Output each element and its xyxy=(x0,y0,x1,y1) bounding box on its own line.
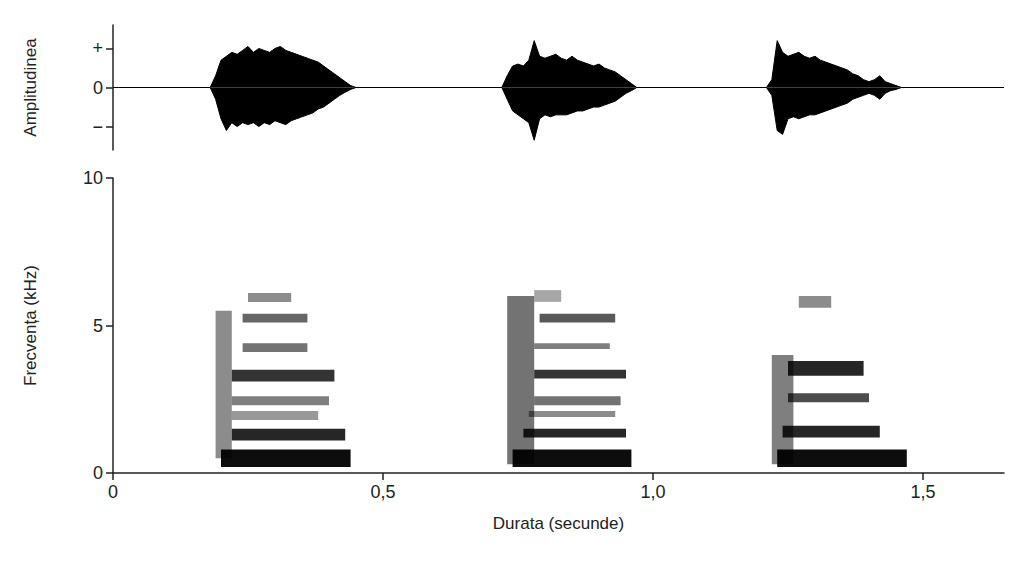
svg-text:1,5: 1,5 xyxy=(910,482,935,502)
svg-text:−: − xyxy=(92,117,103,137)
svg-text:+: + xyxy=(92,38,103,58)
svg-text:10: 10 xyxy=(83,168,103,188)
svg-text:Frecvența (kHz): Frecvența (kHz) xyxy=(21,265,40,386)
svg-text:0: 0 xyxy=(93,78,103,98)
svg-text:0,5: 0,5 xyxy=(370,482,395,502)
svg-text:1,0: 1,0 xyxy=(640,482,665,502)
svg-text:Amplitudinea: Amplitudinea xyxy=(21,38,40,137)
svg-text:5: 5 xyxy=(93,316,103,336)
svg-text:Durata (secunde): Durata (secunde) xyxy=(493,514,624,533)
svg-text:0: 0 xyxy=(93,463,103,483)
svg-text:0: 0 xyxy=(108,482,118,502)
